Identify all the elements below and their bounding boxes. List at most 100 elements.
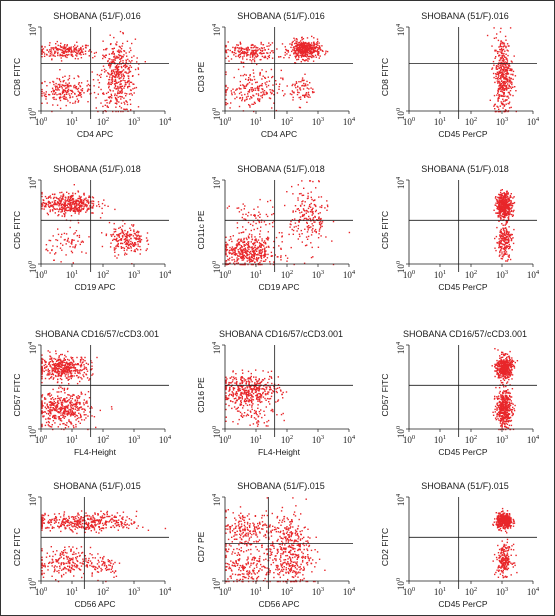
event-point bbox=[504, 56, 506, 58]
event-point bbox=[251, 87, 253, 89]
event-point bbox=[313, 221, 315, 223]
event-point bbox=[77, 420, 80, 423]
event-point bbox=[307, 218, 309, 221]
event-point bbox=[79, 243, 81, 246]
event-point bbox=[316, 49, 319, 51]
event-point bbox=[301, 215, 304, 217]
y-axis-label: CD5 FITC bbox=[380, 211, 390, 249]
x-tick-label: 102 bbox=[281, 269, 293, 280]
event-point bbox=[257, 85, 259, 88]
event-point bbox=[128, 51, 131, 53]
event-point bbox=[57, 411, 59, 413]
event-point bbox=[315, 56, 317, 58]
event-point bbox=[505, 197, 507, 199]
event-point bbox=[227, 49, 229, 51]
event-point bbox=[511, 215, 514, 217]
event-point bbox=[229, 257, 231, 259]
event-point bbox=[112, 51, 114, 53]
event-point bbox=[297, 227, 299, 230]
event-point bbox=[315, 231, 317, 233]
event-point bbox=[114, 68, 116, 71]
event-point bbox=[243, 73, 246, 76]
event-point bbox=[107, 96, 110, 98]
event-point bbox=[60, 57, 62, 59]
event-point bbox=[113, 80, 116, 82]
event-point bbox=[258, 245, 261, 248]
event-point bbox=[61, 249, 63, 251]
event-point bbox=[64, 427, 67, 429]
event-point bbox=[121, 75, 123, 78]
event-point bbox=[297, 224, 300, 227]
event-point bbox=[76, 49, 78, 51]
event-point bbox=[59, 418, 61, 420]
event-point bbox=[281, 232, 283, 234]
event-point bbox=[504, 202, 506, 204]
event-point bbox=[243, 51, 246, 53]
event-point bbox=[76, 98, 79, 100]
event-point bbox=[254, 253, 256, 255]
event-point bbox=[66, 209, 68, 212]
event-point bbox=[63, 409, 66, 411]
event-point bbox=[311, 211, 313, 213]
event-point bbox=[292, 210, 294, 212]
event-point bbox=[85, 417, 87, 419]
event-point bbox=[257, 263, 259, 266]
event-point bbox=[44, 202, 46, 205]
event-point bbox=[267, 238, 269, 240]
event-point bbox=[49, 392, 51, 394]
event-point bbox=[235, 244, 238, 246]
event-point bbox=[233, 247, 235, 250]
event-point bbox=[87, 89, 89, 91]
event-point bbox=[110, 79, 113, 81]
event-point bbox=[49, 81, 51, 84]
event-point bbox=[256, 50, 258, 52]
event-point bbox=[54, 93, 56, 95]
event-point bbox=[317, 48, 320, 50]
event-point bbox=[499, 84, 501, 86]
event-point bbox=[252, 44, 254, 46]
event-point bbox=[50, 49, 52, 51]
event-point bbox=[241, 96, 244, 99]
event-point bbox=[501, 41, 504, 44]
event-point bbox=[144, 61, 146, 63]
event-point bbox=[495, 235, 498, 238]
event-point bbox=[68, 192, 70, 195]
y-tick-label: 100 bbox=[27, 108, 38, 120]
event-point bbox=[295, 48, 298, 50]
event-point bbox=[66, 397, 68, 399]
event-point bbox=[249, 74, 251, 76]
event-point bbox=[506, 200, 508, 202]
event-point bbox=[44, 359, 46, 362]
event-point bbox=[496, 71, 499, 73]
event-point bbox=[85, 252, 87, 254]
event-point bbox=[511, 202, 513, 205]
event-point bbox=[259, 84, 261, 87]
event-point bbox=[264, 253, 266, 255]
event-point bbox=[299, 44, 301, 46]
event-point bbox=[306, 226, 309, 228]
event-point bbox=[259, 244, 261, 247]
event-point bbox=[294, 42, 296, 45]
event-point bbox=[265, 70, 267, 73]
event-point bbox=[229, 246, 231, 249]
event-point bbox=[122, 60, 124, 62]
event-point bbox=[264, 254, 266, 256]
event-point bbox=[247, 263, 249, 266]
event-point bbox=[81, 199, 83, 201]
event-point bbox=[504, 50, 506, 52]
event-point bbox=[69, 89, 71, 92]
event-point bbox=[302, 59, 305, 61]
event-point bbox=[225, 71, 227, 73]
event-point bbox=[137, 245, 139, 247]
event-point bbox=[120, 60, 122, 62]
event-point bbox=[504, 238, 506, 240]
event-point bbox=[80, 196, 82, 198]
event-point bbox=[276, 48, 278, 50]
event-point bbox=[239, 253, 241, 255]
event-point bbox=[56, 391, 58, 393]
event-point bbox=[90, 51, 93, 53]
event-point bbox=[251, 43, 253, 46]
event-point bbox=[268, 246, 270, 248]
event-point bbox=[255, 258, 257, 260]
event-point bbox=[316, 219, 318, 221]
